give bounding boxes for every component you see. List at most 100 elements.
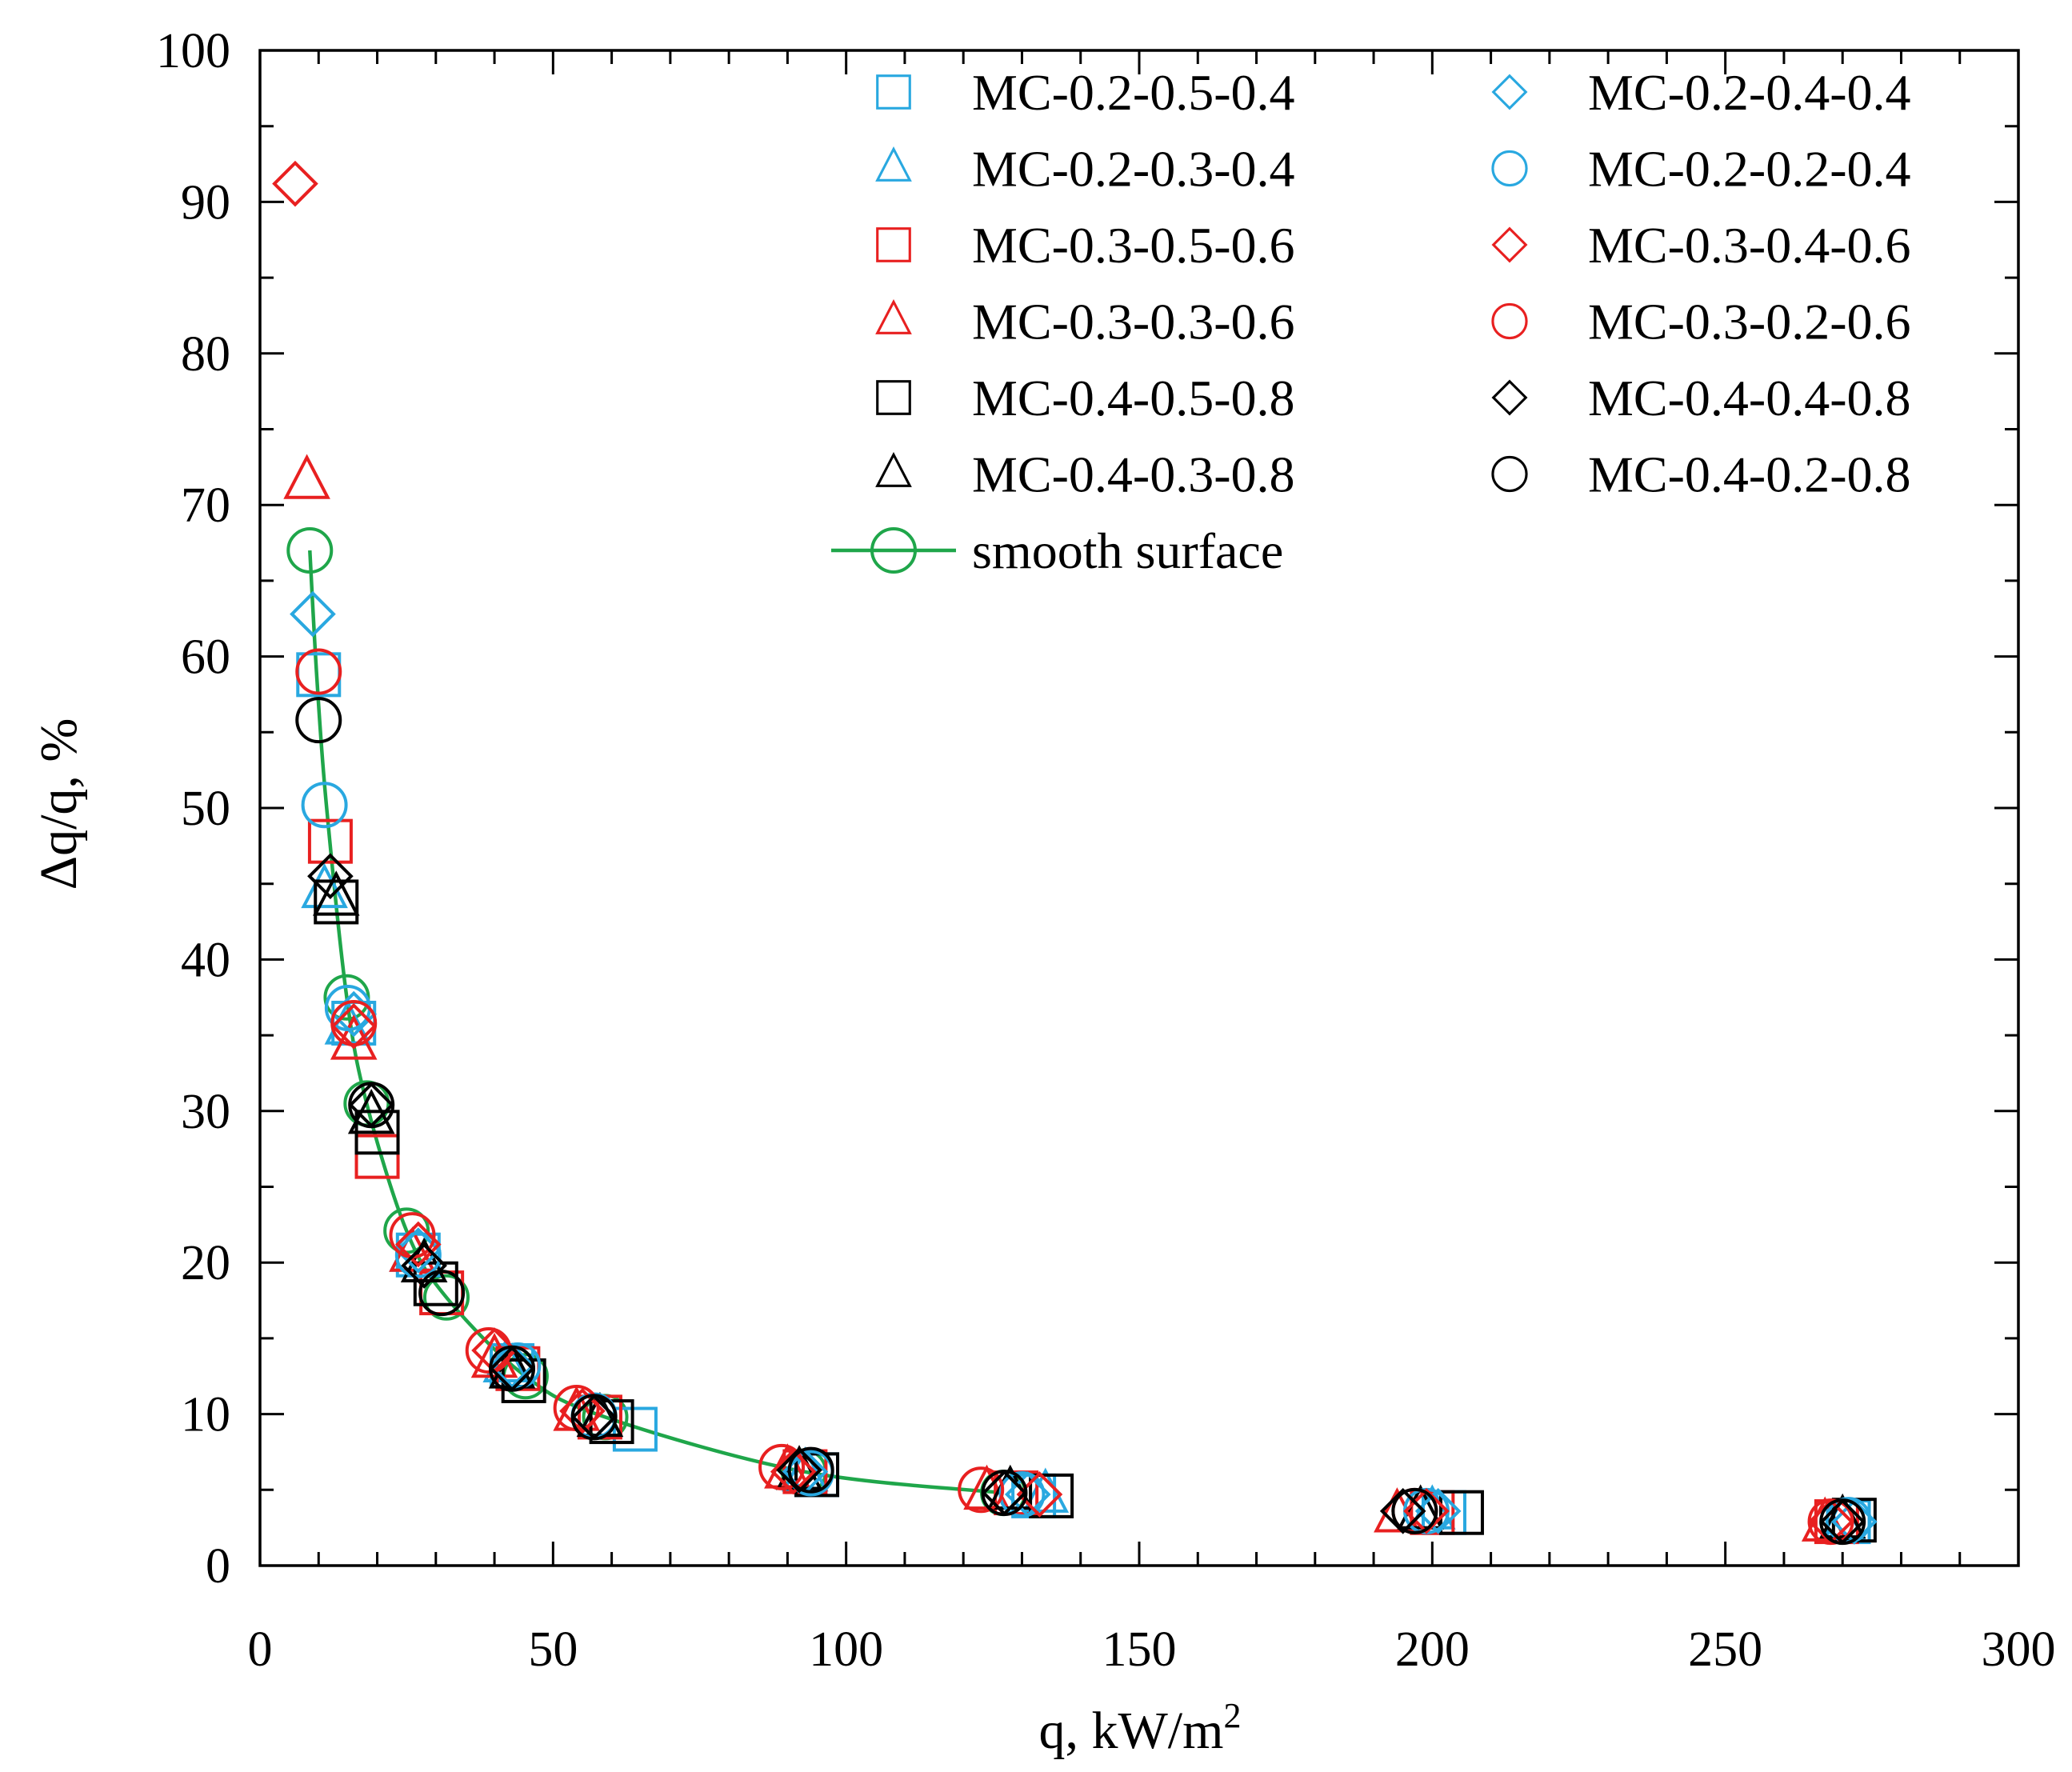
tick-labels: 0 50 100 150 200 250 300 0 10 20 30 40 50 60 70 80 90 100 [156, 24, 2056, 1677]
legend-marker-shape [1491, 379, 1528, 416]
point-mc-0-3-0-2-0-6 [758, 1443, 806, 1490]
legend-marker-mc-0-4-0-2-0-8 [1491, 455, 1528, 493]
legend-marker-shape [876, 74, 911, 110]
legend-label-mc-0-3-0-4-0-6: MC-0.3-0.4-0.6 [1588, 217, 1911, 274]
point-mc-0-4-0-2-0-8 [418, 1270, 466, 1317]
legend-marker-mc-0-2-0-4-0-4 [1491, 74, 1528, 110]
plot-frame [258, 49, 2020, 1567]
x-tick-label: 100 [809, 1622, 883, 1677]
point-mc-0-2-0-5-0-4 [612, 1406, 658, 1452]
point-mc-0-4-0-2-0-8 [489, 1345, 536, 1392]
legend-label-mc-0-3-0-3-0-6: MC-0.3-0.3-0.6 [972, 294, 1295, 350]
point-mc-0-3-0-3-0-6 [963, 1464, 1010, 1510]
point-mc-0-3-0-2-0-6 [330, 999, 378, 1046]
legend-marker-mc-0-4-0-3-0-8 [875, 451, 912, 487]
legend-label-mc-0-4-0-2-0-8: MC-0.4-0.2-0.8 [1588, 446, 1911, 503]
point-mc-0-4-0-2-0-8 [295, 697, 342, 744]
legend-marker-shape [876, 227, 911, 262]
point-mc-0-4-0-2-0-8 [1819, 1498, 1866, 1546]
point-mc-0-3-0-4-0-6 [394, 1221, 442, 1268]
point-mc-0-3-0-2-0-6 [295, 648, 342, 695]
legend-label-mc-0-2-0-5-0-4: MC-0.2-0.5-0.4 [972, 64, 1295, 121]
legend-label-smooth-surface: smooth surface [972, 522, 1283, 579]
legend-marker-mc-0-2-0-3-0-4 [875, 146, 912, 182]
point-mc-0-4-0-2-0-8 [981, 1470, 1028, 1517]
x-tick-label: 50 [528, 1622, 578, 1677]
point-mc-0-4-0-2-0-8 [348, 1082, 395, 1129]
legend-label-mc-0-2-0-4-0-4: MC-0.2-0.4-0.4 [1588, 64, 1911, 121]
point-mc-0-3-0-4-0-6 [330, 1002, 378, 1050]
legend: MC-0.2-0.5-0.4 MC-0.2-0.3-0.4 MC-0.3-0.5-0… [831, 64, 1911, 579]
legend-label-mc-0-3-0-5-0-6: MC-0.3-0.5-0.6 [972, 217, 1295, 274]
legend-marker-shape [1491, 455, 1528, 493]
legend-marker-shape [1491, 302, 1528, 340]
legend-label-mc-0-4-0-4-0-8: MC-0.4-0.4-0.8 [1588, 370, 1911, 426]
x-axis-title-superscript: 2 [1223, 1696, 1241, 1735]
point-mc-0-2-0-4-0-4 [290, 590, 336, 638]
x-tick-label: 200 [1395, 1622, 1470, 1677]
legend-label-mc-0-2-0-2-0-4: MC-0.2-0.2-0.4 [1588, 141, 1911, 198]
x-tick-label: 0 [248, 1622, 273, 1677]
point-mc-0-3-0-5-0-6 [354, 1134, 400, 1179]
y-tick-label: 80 [181, 327, 230, 382]
y-tick-label: 100 [156, 24, 230, 78]
legend-marker-shape [1491, 150, 1528, 187]
legend-marker-mc-0-3-0-3-0-6 [875, 298, 912, 334]
legend-label-mc-0-2-0-3-0-4: MC-0.2-0.3-0.4 [972, 141, 1295, 198]
point-mc-0-4-0-2-0-8 [787, 1446, 834, 1494]
point-mc-0-3-0-4-0-6 [272, 160, 318, 207]
smooth-surface-curve [286, 527, 1027, 1517]
legend-label-mc-0-4-0-5-0-8: MC-0.4-0.5-0.8 [972, 370, 1295, 426]
point-mc-0-4-0-4-0-8 [307, 853, 354, 900]
x-tick-label: 150 [1102, 1622, 1177, 1677]
smooth-surface-point [286, 527, 334, 574]
point-mc-0-2-0-2-0-4 [301, 782, 348, 829]
y-tick-label: 50 [181, 782, 230, 836]
legend-marker-shape [875, 298, 912, 334]
point-mc-0-4-0-2-0-8 [1391, 1487, 1438, 1534]
x-tick-label: 250 [1688, 1622, 1762, 1677]
y-tick-label: 30 [181, 1085, 230, 1139]
point-mc-0-3-0-5-0-6 [307, 818, 353, 864]
legend-marker-mc-0-4-0-4-0-8 [1491, 379, 1528, 416]
y-tick-label: 40 [181, 933, 230, 987]
point-mc-0-3-0-2-0-6 [1807, 1498, 1854, 1546]
legend-marker-shape [875, 146, 912, 182]
point-mc-0-4-0-4-0-8 [401, 1242, 447, 1289]
y-tick-label: 70 [181, 478, 230, 533]
point-mc-0-2-0-4-0-4 [1414, 1487, 1462, 1534]
point-mc-0-4-0-2-0-8 [570, 1394, 618, 1441]
axis-ticks [258, 49, 2020, 1567]
point-mc-0-4-0-5-0-8 [314, 879, 359, 925]
point-mc-0-4-0-4-0-8 [1379, 1487, 1426, 1534]
point-mc-0-4-0-4-0-8 [776, 1446, 822, 1494]
point-mc-0-4-0-3-0-8 [347, 1089, 395, 1134]
point-mc-0-3-0-3-0-6 [283, 454, 330, 499]
y-axis-title: Δq/q, % [30, 718, 88, 890]
point-mc-0-3-0-4-0-6 [1403, 1487, 1450, 1534]
point-mc-0-2-0-2-0-4 [394, 1231, 442, 1278]
legend-label-mc-0-4-0-3-0-8: MC-0.4-0.3-0.8 [972, 446, 1295, 503]
legend-marker-smooth-surface [870, 527, 917, 574]
legend-marker-shape [875, 451, 912, 487]
point-mc-0-3-0-4-0-6 [770, 1448, 817, 1495]
legend-marker-mc-0-2-0-5-0-4 [876, 74, 911, 110]
legend-label-mc-0-3-0-2-0-6: MC-0.3-0.2-0.6 [1588, 294, 1911, 350]
point-mc-0-3-0-2-0-6 [958, 1466, 1005, 1514]
data-points [272, 160, 1878, 1546]
y-tick-label: 20 [181, 1236, 230, 1290]
legend-marker-mc-0-2-0-2-0-4 [1491, 150, 1528, 187]
point-mc-0-2-0-2-0-4 [998, 1470, 1046, 1518]
legend-marker-shape [876, 380, 911, 415]
y-tick-label: 60 [181, 630, 230, 685]
y-tick-label: 90 [181, 175, 230, 230]
smooth-surface-line [308, 550, 1004, 1495]
smooth-surface-point [422, 1274, 470, 1321]
y-tick-label: 0 [206, 1539, 230, 1594]
y-tick-label: 10 [181, 1388, 230, 1442]
point-mc-0-4-0-5-0-8 [1029, 1473, 1074, 1518]
legend-marker-shape [1491, 226, 1528, 263]
plot-area-border [258, 49, 2020, 1567]
legend-marker-mc-0-3-0-4-0-6 [1491, 226, 1528, 263]
